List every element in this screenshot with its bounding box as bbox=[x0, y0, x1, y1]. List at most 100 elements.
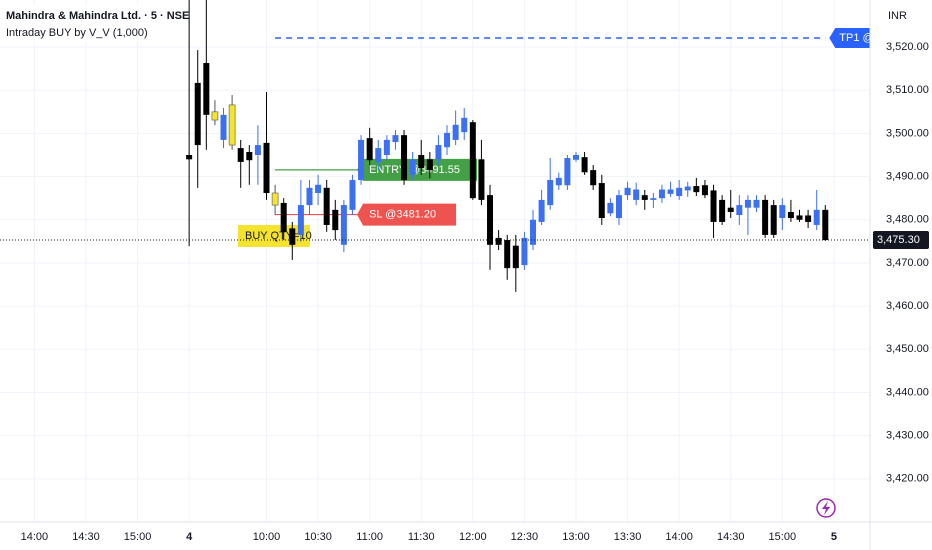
candle-body bbox=[779, 205, 786, 219]
candle-body bbox=[392, 135, 399, 143]
candle-body bbox=[487, 195, 494, 245]
candle-body bbox=[564, 158, 571, 186]
candle-body bbox=[383, 139, 390, 156]
x-tick-label: 11:00 bbox=[356, 531, 383, 543]
candle-body bbox=[271, 192, 279, 206]
candle-body bbox=[693, 186, 700, 193]
candle-body bbox=[478, 159, 485, 200]
candle-body bbox=[263, 142, 270, 193]
icon-bolt bbox=[822, 501, 830, 515]
candle-body bbox=[555, 177, 562, 186]
candle-body bbox=[736, 205, 743, 216]
chart-title: Mahindra & Mahindra Ltd. · 5 · NSE bbox=[6, 10, 189, 22]
x-tick-label: 14:30 bbox=[717, 531, 745, 543]
candle-body bbox=[538, 199, 545, 222]
candle-body bbox=[280, 202, 287, 232]
chart-subtitle: Intraday BUY by V_V (1,000) bbox=[6, 27, 148, 39]
x-tick-label: 13:30 bbox=[614, 531, 642, 543]
last-price-label: 3,475.30 bbox=[877, 234, 920, 246]
candle-body bbox=[744, 199, 751, 208]
candle-body bbox=[358, 139, 365, 181]
x-tick-label: 15:00 bbox=[769, 531, 797, 543]
candle-body bbox=[822, 209, 829, 241]
x-tick-label: 4 bbox=[186, 531, 193, 543]
y-tick-label: 3,420.00 bbox=[886, 473, 929, 485]
y-tick-label: 3,510.00 bbox=[886, 84, 929, 96]
candle-body bbox=[504, 240, 511, 269]
candle-body bbox=[409, 159, 416, 175]
candle-body bbox=[220, 114, 227, 140]
candle-body bbox=[581, 157, 588, 173]
candle-body bbox=[306, 187, 313, 206]
candle-body bbox=[495, 237, 502, 245]
y-tick-label: 3,520.00 bbox=[886, 41, 929, 53]
candle-body bbox=[349, 180, 356, 210]
y-tick-label: 3,480.00 bbox=[886, 214, 929, 226]
candle-body bbox=[676, 187, 683, 197]
candle-body bbox=[598, 183, 605, 219]
candle-body bbox=[762, 199, 769, 235]
candle-body bbox=[787, 211, 794, 219]
x-tick-label: 12:00 bbox=[459, 531, 487, 543]
candle-body bbox=[813, 209, 820, 225]
x-tick-label: 14:30 bbox=[72, 531, 100, 543]
replay-icon[interactable] bbox=[816, 498, 836, 518]
candle-body bbox=[590, 170, 597, 186]
candle-body bbox=[237, 148, 244, 162]
candle-body bbox=[727, 207, 734, 212]
candle-body bbox=[512, 245, 519, 269]
candle-body bbox=[289, 228, 296, 245]
currency: INR bbox=[888, 10, 907, 22]
legend-bg bbox=[0, 4, 160, 42]
candle-body bbox=[658, 189, 665, 199]
candle-body bbox=[710, 190, 717, 222]
candle-body bbox=[615, 195, 622, 219]
annotation-box bbox=[357, 203, 457, 226]
y-tick-label: 3,430.00 bbox=[886, 430, 929, 442]
y-tick-label: 3,470.00 bbox=[886, 257, 929, 269]
candle-body bbox=[452, 124, 459, 140]
annotation-label: TP1 @35 bbox=[839, 32, 886, 44]
x-tick-label: 10:00 bbox=[253, 531, 281, 543]
candle-body bbox=[667, 189, 674, 194]
candle-body bbox=[684, 186, 691, 191]
x-tick-label: 10:30 bbox=[304, 531, 332, 543]
candle-body bbox=[461, 117, 468, 133]
candle-body bbox=[547, 180, 554, 206]
candles bbox=[186, 0, 829, 292]
x-tick-label: 13:00 bbox=[562, 531, 590, 543]
candle-body bbox=[297, 205, 304, 235]
icon-circle bbox=[816, 498, 836, 518]
candle-body bbox=[340, 205, 347, 245]
x-tick-label: 14:00 bbox=[21, 531, 49, 543]
y-tick-label: 3,440.00 bbox=[886, 386, 929, 398]
candle-body bbox=[203, 63, 210, 115]
candle-body bbox=[805, 215, 812, 222]
annotation-label: SL @3481.20 bbox=[369, 208, 436, 220]
y-tick-label: 3,460.00 bbox=[886, 300, 929, 312]
candle-body bbox=[650, 198, 657, 200]
x-tick-label: 11:30 bbox=[408, 531, 435, 543]
candle-body bbox=[186, 155, 193, 160]
candle-body bbox=[719, 199, 726, 222]
candle-body bbox=[444, 132, 451, 148]
candle-body bbox=[332, 209, 339, 231]
candle-body bbox=[426, 159, 433, 171]
annotation-box bbox=[829, 27, 870, 48]
y-tick-label: 3,500.00 bbox=[886, 127, 929, 139]
candle-body bbox=[641, 195, 648, 200]
candle-body bbox=[375, 148, 382, 162]
candle-body bbox=[435, 145, 442, 160]
last-price-box bbox=[873, 231, 929, 250]
candle-body bbox=[633, 189, 640, 200]
candle-body bbox=[796, 215, 803, 220]
grid bbox=[0, 0, 870, 522]
candle-body bbox=[315, 184, 322, 193]
candle-body bbox=[701, 185, 708, 196]
candle-body bbox=[521, 237, 528, 266]
candle-body bbox=[753, 199, 760, 208]
x-tick-label: 14:00 bbox=[665, 531, 693, 543]
